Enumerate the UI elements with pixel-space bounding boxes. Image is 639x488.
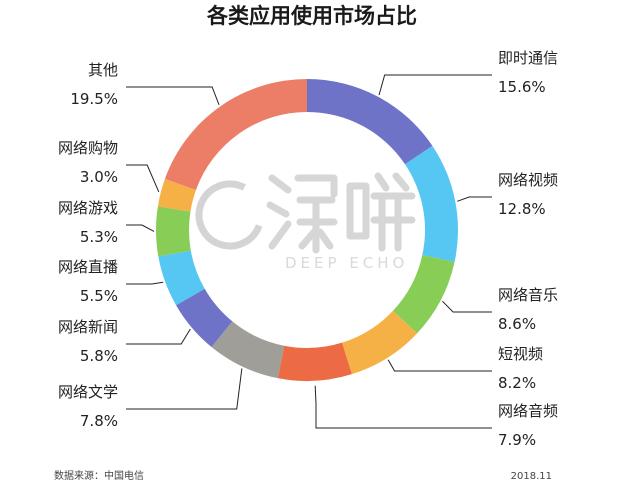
slice-category-label: 网络购物 bbox=[58, 139, 118, 157]
donut-slice bbox=[405, 145, 458, 263]
slice-value-label: 8.6% bbox=[498, 315, 536, 333]
slice-value-label: 7.8% bbox=[80, 412, 118, 430]
leader-lines bbox=[126, 74, 492, 429]
leader-line bbox=[378, 74, 492, 96]
slice-category-label: 网络视频 bbox=[498, 171, 558, 189]
leader-line bbox=[126, 224, 155, 232]
data-source: 数据来源：中国电信 bbox=[54, 469, 144, 482]
leader-line bbox=[126, 281, 164, 285]
slice-value-label: 7.9% bbox=[498, 431, 536, 449]
slice-category-label: 网络直播 bbox=[58, 258, 118, 276]
donut-slice bbox=[342, 310, 418, 375]
donut-slice bbox=[156, 206, 191, 257]
leader-line bbox=[126, 86, 220, 106]
donut-slice bbox=[393, 255, 455, 334]
slice-value-label: 8.2% bbox=[498, 374, 536, 392]
leader-line bbox=[387, 359, 492, 372]
slice-category-label: 即时通信 bbox=[498, 49, 558, 67]
donut-slice bbox=[164, 79, 307, 191]
slice-category-label: 网络音乐 bbox=[498, 286, 558, 304]
leader-line bbox=[126, 164, 160, 193]
leader-line bbox=[126, 368, 243, 410]
watermark-logo: DEEP ECHO bbox=[195, 172, 416, 272]
slice-value-label: 19.5% bbox=[70, 90, 118, 108]
slice-category-label: 网络音频 bbox=[498, 402, 558, 420]
slice-value-label: 5.8% bbox=[80, 347, 118, 365]
slice-value-label: 12.8% bbox=[498, 200, 546, 218]
report-date: 2018.11 bbox=[511, 471, 552, 482]
slice-value-label: 3.0% bbox=[80, 168, 118, 186]
leader-line bbox=[457, 196, 492, 202]
donut-slice bbox=[157, 178, 196, 212]
watermark-text: DEEP ECHO bbox=[285, 254, 408, 272]
slice-category-label: 网络游戏 bbox=[58, 199, 118, 217]
slice-category-label: 短视频 bbox=[498, 345, 543, 363]
watermark-circle-icon bbox=[195, 180, 265, 250]
donut-slice bbox=[158, 250, 205, 306]
leader-line bbox=[314, 385, 492, 429]
slice-category-label: 网络文学 bbox=[58, 383, 118, 401]
slice-value-label: 15.6% bbox=[498, 78, 546, 96]
donut-slice bbox=[211, 321, 285, 379]
watermark-glyph-2 bbox=[346, 172, 416, 252]
chart-title: 各类应用使用市场占比 bbox=[206, 4, 417, 28]
watermark-glyph-1 bbox=[266, 174, 338, 254]
leader-line bbox=[442, 300, 492, 313]
leader-line bbox=[126, 328, 191, 345]
slice-value-label: 5.5% bbox=[80, 287, 118, 305]
slice-category-label: 网络新闻 bbox=[58, 318, 118, 336]
donut-slice bbox=[277, 342, 352, 381]
slice-value-label: 5.3% bbox=[80, 228, 118, 246]
slice-labels: 即时通信 15.6% 网络视频 12.8% 网络音乐 8.6% 短视频 8.2% 网络音频 7.9… bbox=[58, 49, 558, 449]
donut-slice bbox=[176, 288, 233, 347]
donut-slices bbox=[156, 79, 458, 381]
donut-slice bbox=[307, 79, 433, 165]
slice-category-label: 其他 bbox=[88, 61, 118, 79]
